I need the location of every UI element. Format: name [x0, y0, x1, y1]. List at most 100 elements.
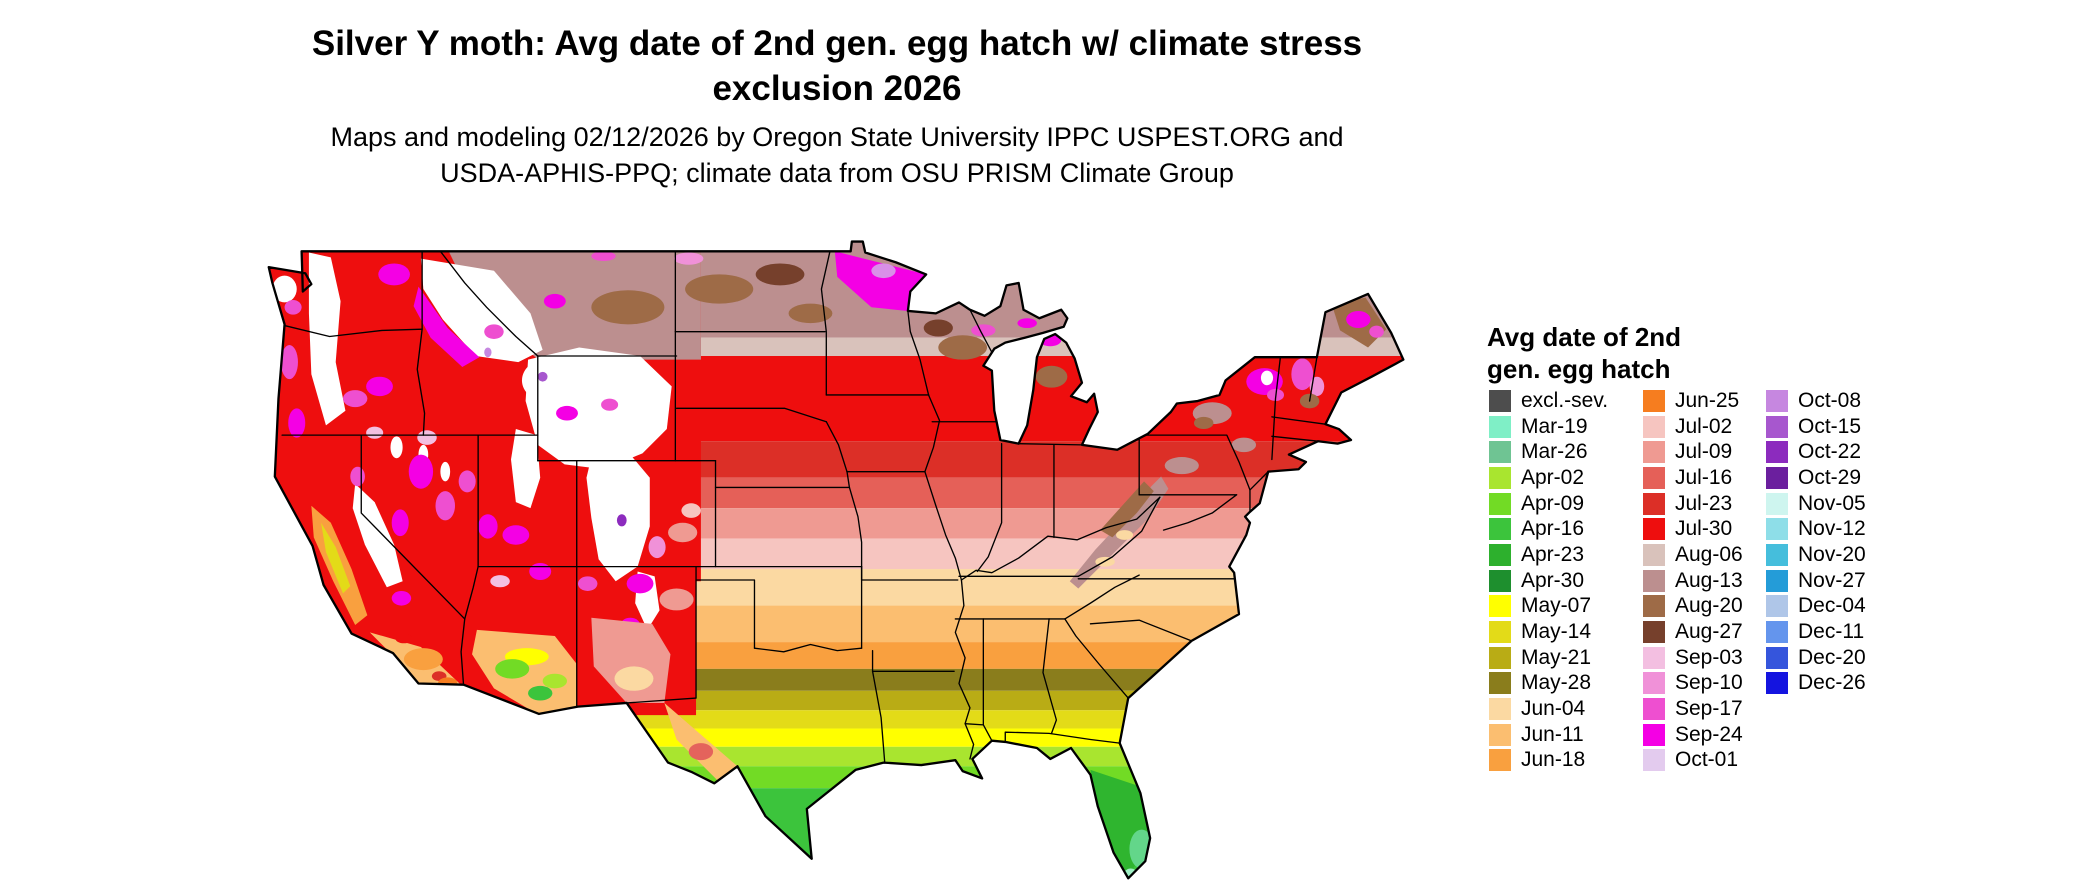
legend-swatch	[1489, 441, 1511, 464]
legend-label: Aug-27	[1675, 620, 1743, 644]
legend-label: May-21	[1521, 645, 1592, 669]
legend-title-line-1: Avg date of 2nd	[1487, 322, 1682, 352]
legend-item: Nov-20	[1766, 542, 1866, 568]
legend-swatch	[1643, 492, 1665, 515]
legend-label: Sep-17	[1675, 697, 1743, 721]
legend-item: Oct-22	[1766, 439, 1866, 465]
legend-swatch	[1643, 595, 1665, 618]
legend-item: Dec-26	[1766, 671, 1866, 697]
legend-title: Avg date of 2nd gen. egg hatch	[1487, 322, 1681, 385]
legend-label: Nov-20	[1798, 542, 1866, 566]
legend-item: Apr-16	[1489, 516, 1608, 542]
legend-item: Aug-13	[1643, 568, 1743, 594]
legend-item: Aug-06	[1643, 542, 1743, 568]
legend-label: Jun-25	[1675, 388, 1740, 412]
legend-swatch	[1766, 466, 1788, 489]
legend-swatch	[1643, 518, 1665, 541]
legend-item: Jun-18	[1489, 748, 1608, 774]
legend-item: Sep-17	[1643, 696, 1743, 722]
legend-swatch	[1489, 492, 1511, 515]
legend-item: May-21	[1489, 645, 1608, 671]
legend-swatch	[1643, 621, 1665, 644]
legend-item: May-28	[1489, 671, 1608, 697]
legend-label: Aug-06	[1675, 542, 1743, 566]
legend-item: Jun-11	[1489, 722, 1608, 748]
state-borders	[281, 250, 1327, 764]
legend-swatch	[1766, 543, 1788, 566]
subtitle-line-1: Maps and modeling 02/12/2026 by Oregon S…	[330, 122, 1344, 152]
legend-title-line-2: gen. egg hatch	[1487, 353, 1671, 384]
legend-item: Oct-15	[1766, 414, 1866, 440]
legend-column-2: Jun-25 Jul-02 Jul-09 Jul-16 Jul-23 Jul-30 Aug-…	[1643, 388, 1743, 773]
legend-label: Apr-16	[1521, 517, 1585, 541]
legend-label: Dec-20	[1798, 645, 1866, 669]
legend-swatch	[1766, 415, 1788, 438]
page-title: Silver Y moth: Avg date of 2nd gen. egg …	[137, 22, 1537, 112]
legend-item: May-14	[1489, 619, 1608, 645]
legend-swatch	[1489, 646, 1511, 669]
legend-swatch	[1643, 698, 1665, 721]
legend-label: Oct-08	[1798, 388, 1862, 412]
legend-label: Sep-24	[1675, 722, 1743, 746]
legend-item: Aug-27	[1643, 619, 1743, 645]
legend-item: Jul-23	[1643, 491, 1743, 517]
map-color-regions	[268, 241, 1404, 879]
legend-label: Jun-04	[1521, 697, 1586, 721]
legend-label: Apr-02	[1521, 465, 1585, 489]
legend-swatch	[1643, 543, 1665, 566]
legend-swatch	[1643, 415, 1665, 438]
legend-item: Aug-20	[1643, 594, 1743, 620]
subtitle-line-2: USDA-APHIS-PPQ; climate data from OSU PR…	[440, 157, 1234, 188]
legend-item: Jul-16	[1643, 465, 1743, 491]
legend-label: Jul-23	[1675, 491, 1733, 515]
legend-label: Jun-11	[1521, 722, 1584, 746]
legend-label: Oct-01	[1675, 748, 1739, 772]
legend-label: May-14	[1521, 620, 1592, 644]
legend-swatch	[1766, 646, 1788, 669]
legend-label: excl.-sev.	[1521, 388, 1609, 412]
legend-label: Jun-18	[1521, 748, 1586, 772]
legend-label: Dec-11	[1798, 620, 1865, 644]
legend-label: Jul-16	[1675, 465, 1733, 489]
legend-label: May-07	[1521, 594, 1592, 618]
legend-swatch	[1489, 543, 1511, 566]
legend-swatch	[1643, 441, 1665, 464]
legend-label: Oct-29	[1798, 465, 1862, 489]
legend-swatch	[1489, 415, 1511, 438]
legend-item: Apr-23	[1489, 542, 1608, 568]
legend-label: May-28	[1521, 671, 1592, 695]
legend-swatch	[1643, 466, 1665, 489]
legend-label: Jul-30	[1675, 517, 1733, 541]
legend-label: Mar-26	[1521, 440, 1588, 464]
legend-label: Apr-30	[1521, 568, 1585, 592]
legend-label: Sep-03	[1675, 645, 1743, 669]
legend-swatch	[1489, 672, 1511, 695]
legend-swatch	[1489, 389, 1511, 412]
map-outline	[267, 240, 1405, 880]
title-line-1: Silver Y moth: Avg date of 2nd gen. egg …	[311, 24, 1363, 63]
legend-label: Nov-27	[1798, 568, 1866, 592]
legend-swatch	[1643, 723, 1665, 746]
legend-label: Aug-13	[1675, 568, 1743, 592]
legend-swatch	[1489, 518, 1511, 541]
legend-item: Jul-30	[1643, 516, 1743, 542]
legend-swatch	[1643, 389, 1665, 412]
legend-label: Nov-05	[1798, 491, 1866, 515]
legend-label: Mar-19	[1521, 414, 1588, 438]
legend-item: Sep-10	[1643, 671, 1743, 697]
legend-swatch	[1489, 595, 1511, 618]
legend-item: Jun-25	[1643, 388, 1743, 414]
us-map	[267, 240, 1405, 880]
legend-swatch	[1643, 749, 1665, 772]
legend-label: Dec-26	[1798, 671, 1866, 695]
legend-swatch	[1489, 569, 1511, 592]
legend-swatch	[1643, 569, 1665, 592]
legend-item: Oct-01	[1643, 748, 1743, 774]
legend-label: Dec-04	[1798, 594, 1866, 618]
legend-item: Nov-12	[1766, 516, 1866, 542]
legend-item: Sep-24	[1643, 722, 1743, 748]
legend-label: Aug-20	[1675, 594, 1743, 618]
legend-label: Sep-10	[1675, 671, 1743, 695]
legend-item: Jul-09	[1643, 439, 1743, 465]
legend-column-1: excl.-sev. Mar-19 Mar-26 Apr-02 Apr-09 Apr-16…	[1489, 388, 1608, 773]
